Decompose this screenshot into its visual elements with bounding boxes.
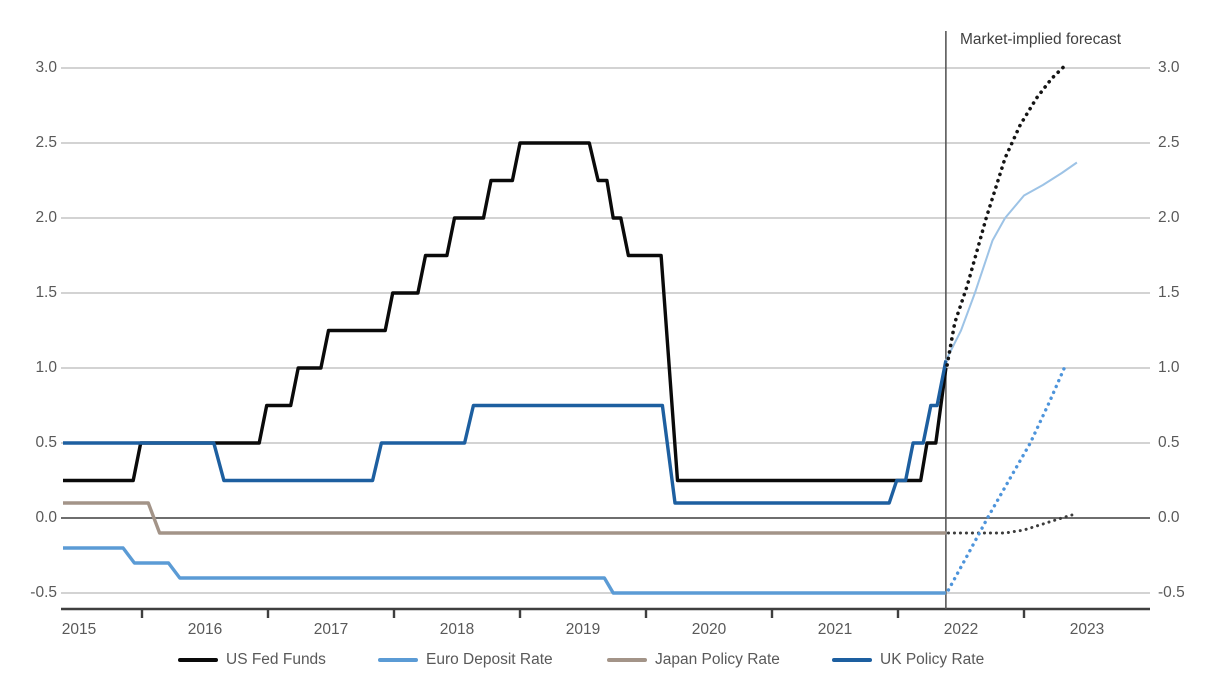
x-axis-label: 2017	[313, 621, 349, 638]
legend-swatch-us-fed-funds	[178, 658, 218, 662]
legend-label-japan-policy-rate: Japan Policy Rate	[655, 651, 780, 668]
y-axis-label-right: 2.5	[1158, 134, 1180, 151]
legend-swatch-euro-deposit-rate	[378, 658, 418, 662]
x-axis-label: 2021	[817, 621, 853, 638]
x-axis-label: 2019	[565, 621, 601, 638]
series-euro-deposit-rate-forecast-line	[946, 366, 1067, 592]
y-axis-label-right: 3.0	[1158, 59, 1180, 76]
y-axis-label-right: 0.0	[1158, 509, 1180, 526]
y-axis-label-right: 1.0	[1158, 359, 1180, 376]
x-axis-label: 2015	[61, 621, 97, 638]
x-axis-label: 2020	[691, 621, 727, 638]
x-axis-label: 2018	[439, 621, 475, 638]
legend-item-japan-policy-rate: Japan Policy Rate	[607, 649, 780, 671]
y-axis-label-left: 2.5	[35, 134, 57, 151]
legend-item-euro-deposit-rate: Euro Deposit Rate	[378, 649, 553, 671]
legend-item-uk-policy-rate: UK Policy Rate	[832, 649, 984, 671]
legend-item-us-fed-funds: US Fed Funds	[178, 649, 326, 671]
y-axis-label-right: 2.0	[1158, 209, 1180, 226]
legend-label-us-fed-funds: US Fed Funds	[226, 651, 326, 668]
y-axis-label-left: 3.0	[35, 59, 57, 76]
y-axis-label-left: 0.0	[35, 509, 57, 526]
market-implied-forecast-label: Market-implied forecast	[960, 31, 1122, 48]
y-axis-label-right: 1.5	[1158, 284, 1180, 301]
x-axis-label: 2023	[1069, 621, 1105, 638]
y-axis-label-left: 1.5	[35, 284, 57, 301]
legend-label-euro-deposit-rate: Euro Deposit Rate	[426, 651, 553, 668]
legend-swatch-japan-policy-rate	[607, 658, 647, 662]
legend-label-uk-policy-rate: UK Policy Rate	[880, 651, 985, 668]
series-us-fed-funds-line	[63, 141, 948, 483]
x-axis-label: 2016	[187, 621, 223, 638]
series-uk-policy-rate-forecast-line	[945, 161, 1078, 361]
series-euro-deposit-rate-line	[63, 546, 946, 595]
series-japan-policy-rate-line	[63, 501, 946, 535]
y-axis-label-left: 0.5	[35, 434, 57, 451]
y-axis-label-left: 2.0	[35, 209, 57, 226]
y-axis-label-right: 0.5	[1158, 434, 1180, 451]
series-uk-policy-rate-line	[63, 360, 948, 505]
series-japan-policy-rate-forecast-line	[946, 513, 1074, 535]
y-axis-label-right: -0.5	[1158, 584, 1185, 601]
legend-swatch-uk-policy-rate	[832, 658, 872, 662]
y-axis-label-left: -0.5	[30, 584, 57, 601]
x-axis-label: 2022	[943, 621, 979, 638]
y-axis-label-left: 1.0	[35, 359, 57, 376]
